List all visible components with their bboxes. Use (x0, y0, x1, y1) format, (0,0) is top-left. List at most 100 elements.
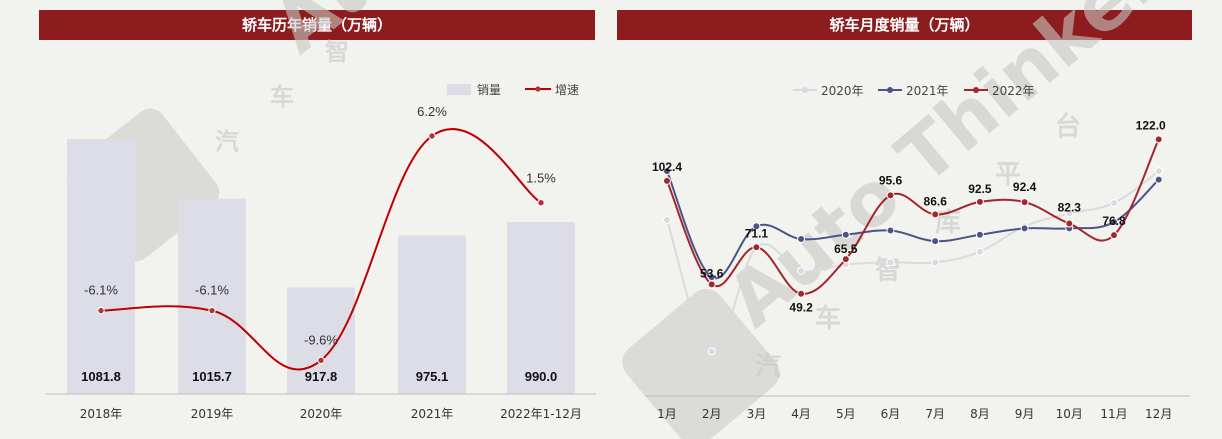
bar-value-label-1: 1015.7 (192, 369, 232, 384)
growth-label-3: 6.2% (417, 104, 447, 119)
bar-1 (178, 198, 246, 394)
month-tick-2: 3月 (747, 407, 767, 421)
month-tick-11: 12月 (1145, 407, 1172, 421)
watermark-char: 台 (1055, 111, 1081, 142)
x-tick-label-3: 2021年 (411, 407, 454, 421)
watermark-char: 汽 (215, 128, 239, 156)
label-2022-10: 76.8 (1102, 214, 1126, 228)
watermark-logo-right (622, 288, 780, 439)
watermark-char: 车 (270, 83, 294, 111)
month-tick-9: 10月 (1056, 407, 1083, 421)
bar-value-label-4: 990.0 (525, 369, 558, 384)
label-2022-0: 102.4 (652, 160, 682, 174)
series-point-2022年-11 (1154, 135, 1163, 144)
label-2022-9: 82.3 (1058, 201, 1082, 215)
legend-label-2022年: 2022年 (992, 84, 1035, 98)
month-tick-8: 9月 (1015, 407, 1035, 421)
series-point-2021年-6 (931, 237, 940, 246)
series-point-2022年-1 (707, 280, 716, 289)
series-point-2022年-5 (886, 191, 895, 200)
bar-3 (398, 235, 466, 394)
legend-label-2020年: 2020年 (821, 84, 864, 98)
label-2022-6: 86.6 (924, 194, 948, 208)
growth-label-1: -6.1% (195, 283, 229, 298)
series-point-2021年-11 (1154, 175, 1163, 184)
bar-value-label-2: 917.8 (305, 369, 338, 384)
growth-line (100, 128, 542, 371)
series-line-2022年 (666, 138, 1160, 295)
month-tick-6: 7月 (925, 407, 945, 421)
series-point-2020年-7 (975, 247, 984, 256)
legend-marker-growth (535, 86, 541, 92)
legend-marker-2020年 (802, 87, 808, 93)
series-point-2022年-4 (841, 255, 850, 264)
monthly-sales-title: 轿车月度销量（万辆） (617, 10, 1192, 40)
growth-point-1 (208, 306, 216, 315)
bar-4 (507, 222, 575, 394)
x-tick-label-2: 2020年 (300, 407, 343, 421)
watermark-char: 车 (815, 303, 841, 334)
series-point-2021年-10 (1110, 218, 1118, 227)
bar-value-label-3: 975.1 (416, 369, 449, 384)
legend-marker-2021年 (887, 87, 893, 93)
series-point-2022年-6 (931, 210, 940, 219)
annual-sales-chart: Auto 汽 车 智 1081.8 1015.7 917.8 975.1 990.0 -6.1%… (45, 0, 596, 421)
x-tick-label-0: 2018年 (80, 407, 123, 421)
series-point-2020年-5 (886, 258, 895, 267)
legend-label-growth: 增速 (555, 83, 579, 97)
watermark-char: 汽 (755, 352, 781, 382)
series-point-2020年-6 (931, 258, 940, 267)
label-2022-4: 65.5 (834, 242, 858, 256)
legend-marker-2022年 (973, 87, 979, 93)
annual-sales-title: 轿车历年销量（万辆） (39, 10, 595, 40)
series-point-2021年-7 (975, 230, 984, 239)
series-point-2021年-8 (1020, 224, 1029, 233)
series-point-2021年-0 (663, 167, 671, 176)
x-tick-label-4: 2022年1-12月 (500, 407, 582, 421)
month-tick-7: 8月 (970, 407, 990, 421)
series-point-2022年-3 (797, 289, 806, 298)
series-point-2022年-9 (1065, 219, 1074, 228)
series-point-2021年-5 (886, 226, 895, 235)
series-point-2020年-0 (663, 215, 671, 224)
series-point-2021年-4 (841, 230, 850, 239)
bar-0 (67, 138, 135, 394)
growth-label-2: -9.6% (304, 332, 338, 347)
growth-label-0: -6.1% (84, 283, 118, 298)
series-point-2021年-3 (797, 235, 806, 243)
label-2022-1: 53.6 (700, 266, 724, 280)
month-tick-10: 11月 (1100, 407, 1127, 421)
series-point-2020年-9 (1065, 209, 1074, 218)
label-2022-2: 71.1 (745, 226, 769, 240)
legend-swatch-sales (447, 84, 471, 95)
monthly-sales-panel: 轿车月度销量（万辆） Auto Thinker 汽车智库平台 102.4 53.6 7… (605, 0, 1222, 439)
series-point-2020年-1 (707, 347, 716, 356)
series-point-2022年-7 (975, 197, 984, 206)
series-point-2020年-10 (1110, 198, 1118, 207)
month-tick-0: 1月 (657, 407, 677, 421)
series-point-2021年-2 (752, 222, 761, 231)
x-tick-label-1: 2019年 (191, 407, 234, 421)
series-point-2022年-10 (1110, 231, 1118, 240)
legend-label-sales: 销量 (477, 83, 501, 97)
growth-label-4: 1.5% (526, 171, 556, 186)
label-2022-7: 92.5 (968, 182, 992, 196)
series-point-2020年-11 (1154, 167, 1163, 176)
annual-sales-panel: 轿车历年销量（万辆） Auto 汽 车 智 1081.8 1015.7 917.8 975.… (0, 0, 605, 439)
month-tick-4: 5月 (836, 407, 856, 421)
month-tick-5: 6月 (881, 407, 901, 421)
bar-value-label-0: 1081.8 (81, 369, 121, 384)
series-point-2022年-8 (1020, 198, 1029, 207)
label-2022-8: 92.4 (1013, 180, 1037, 194)
label-2022-11: 122.0 (1136, 118, 1166, 132)
watermark-char: 平 (995, 160, 1021, 190)
label-2022-5: 95.6 (879, 173, 903, 187)
growth-point-4 (537, 199, 545, 207)
legend-label-2021年: 2021年 (906, 84, 949, 98)
label-2022-3: 49.2 (789, 301, 813, 315)
growth-point-0 (97, 306, 105, 315)
watermark-brand-left: Auto (258, 0, 466, 70)
series-point-2022年-0 (663, 176, 671, 185)
